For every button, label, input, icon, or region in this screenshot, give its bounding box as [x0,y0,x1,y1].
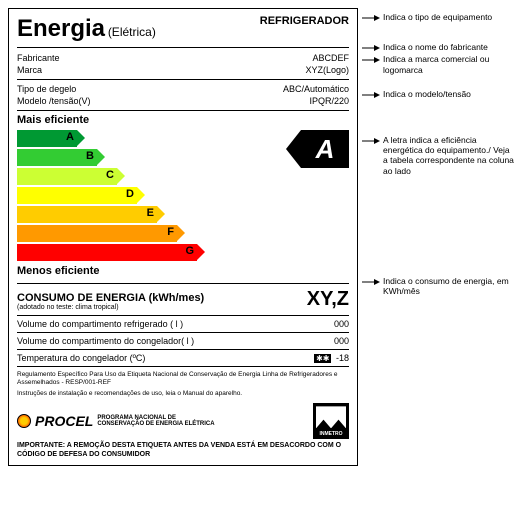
title: Energia [17,15,105,42]
consumo-note: (adotado no teste: clima tropical) [17,304,204,311]
efficiency-badge: A [301,130,349,168]
procel-logo-icon [17,414,31,428]
annotation-efficiency: A letra indica a eficiência energética d… [383,135,515,176]
badge-letter: A [316,134,335,165]
vol-cong-label: Volume do compartimento do congelador( l… [17,336,194,346]
energy-label: Energia (Elétrica) REFRIGERADOR Fabrican… [8,8,358,466]
inmetro-logo-icon: INMETRO [313,403,349,439]
fabricante-value: ABCDEF [312,53,349,63]
bar-letter: G [185,245,194,257]
arrow-icon [362,56,380,64]
annotation-marca: Indica a marca comercial ou logomarca [383,54,515,74]
subtitle: (Elétrica) [108,25,156,39]
bar-letter: C [106,169,114,181]
arrow-icon [362,137,380,145]
regulation-text: Regulamento Específico Para Uso da Etiqu… [17,371,349,387]
vol-refrig-value: 000 [334,319,349,329]
marca-label: Marca [17,65,42,75]
efficiency-bar: F [17,225,349,242]
consumo-value: XY,Z [307,288,349,311]
less-efficient-label: Menos eficiente [17,265,349,277]
temp-value: -18 [336,353,349,363]
more-efficient-label: Mais eficiente [17,114,349,126]
degelo-label: Tipo de degelo [17,84,76,94]
temp-label: Temperatura do congelador (ºC) [17,353,145,363]
consumo-label: CONSUMO DE ENERGIA (kWh/mes) [17,292,204,304]
annotation-fabricante: Indica o nome do fabricante [383,42,488,52]
efficiency-bar: D [17,187,349,204]
marca-value: XYZ(Logo) [305,65,349,75]
modelo-label: Modelo /tensão(V) [17,96,91,106]
annotation-modelo: Indica o modelo/tensão [383,89,471,99]
efficiency-bar: G [17,244,349,261]
efficiency-bar: E [17,206,349,223]
procel-sub2: CONSERVAÇÃO DE ENERGIA ELÉTRICA [97,421,214,427]
arrow-icon [362,91,380,99]
annotation-consumo: Indica o consumo de energia, em KWh/mês [383,276,515,296]
degelo-value: ABC/Automático [283,84,349,94]
modelo-value: IPQR/220 [309,96,349,106]
equipment-type: REFRIGERADOR [260,15,349,27]
bar-letter: F [167,226,174,238]
inmetro-text: INMETRO [314,431,348,437]
vol-refrig-label: Volume do compartimento refrigerado ( l … [17,319,183,329]
vol-cong-value: 000 [334,336,349,346]
arrow-icon [362,278,380,286]
freeze-icon: ✱✱ [314,354,331,363]
annotation-equipment: Indica o tipo de equipamento [383,12,492,22]
bar-letter: B [86,150,94,162]
important-text: IMPORTANTE: A REMOÇÃO DESTA ETIQUETA ANT… [17,442,349,459]
fabricante-label: Fabricante [17,53,60,63]
arrow-icon [362,44,380,52]
arrow-icon [362,14,380,22]
bar-letter: D [126,188,134,200]
bar-letter: A [66,131,74,143]
efficiency-bar: C [17,168,349,185]
instructions-text: Instruções de instalação e recomendações… [17,390,349,398]
procel-name: PROCEL [35,413,93,429]
efficiency-bars: A ABCDEFG [17,130,349,261]
annotations-panel: Indica o tipo de equipamento Indica o no… [358,8,515,466]
bar-letter: E [147,207,154,219]
